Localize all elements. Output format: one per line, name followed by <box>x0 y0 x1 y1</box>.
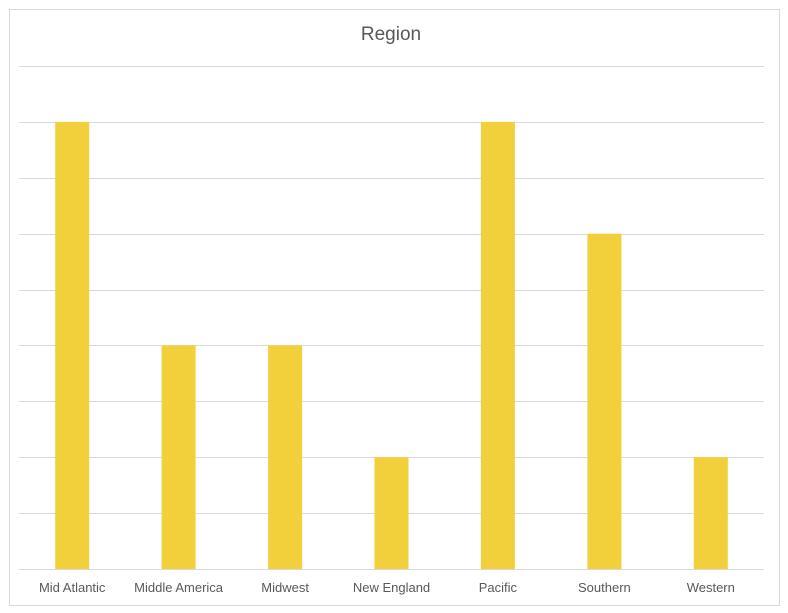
bar-pacific <box>480 121 515 570</box>
x-tick-label: Pacific <box>479 580 518 595</box>
bar-new-england <box>374 457 409 569</box>
bar-western <box>693 457 728 569</box>
bar-mid-atlantic <box>55 121 90 570</box>
x-axis-labels: Mid Atlantic Middle America Midwest New Eng… <box>39 580 735 595</box>
x-tick-label: Western <box>687 580 735 595</box>
x-tick-label: Southern <box>578 580 631 595</box>
bar-middle-america <box>161 345 196 569</box>
x-tick-label: Mid Atlantic <box>39 580 106 595</box>
x-tick-label: New England <box>353 580 430 595</box>
bar-midwest <box>268 345 303 569</box>
x-tick-label: Middle America <box>134 580 224 595</box>
bar-southern <box>587 233 622 569</box>
x-tick-label: Midwest <box>261 580 309 595</box>
chart-title: Region <box>360 24 422 45</box>
bars <box>55 121 728 570</box>
